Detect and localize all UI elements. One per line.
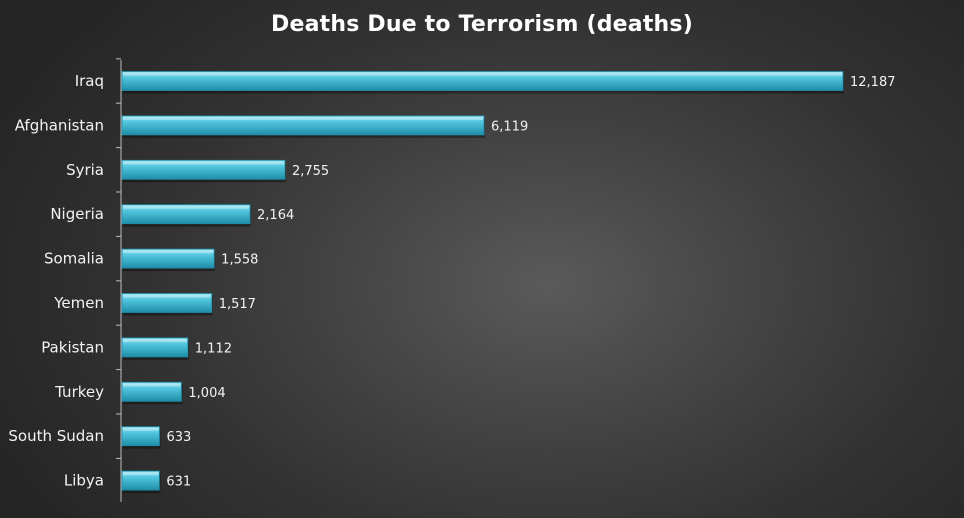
category-label: Somalia	[44, 250, 104, 268]
data-label: 1,517	[219, 297, 256, 312]
data-label: 1,112	[195, 341, 232, 356]
category-label: Libya	[64, 472, 104, 490]
category-label: Turkey	[54, 383, 104, 401]
category-label: South Sudan	[8, 427, 104, 445]
bar-highlight	[123, 72, 842, 76]
bar	[121, 115, 485, 136]
bar	[121, 204, 251, 225]
data-label: 6,119	[491, 119, 528, 134]
bar	[121, 470, 160, 491]
data-label: 12,187	[850, 75, 896, 90]
bar	[121, 293, 213, 313]
data-label: 633	[166, 430, 191, 445]
bar	[121, 71, 844, 91]
bar-highlight	[123, 116, 484, 120]
category-label: Nigeria	[50, 205, 104, 223]
bar-highlight	[123, 427, 159, 431]
category-label: Afghanistan	[15, 116, 104, 134]
data-label: 2,755	[292, 164, 329, 179]
bar-highlight	[123, 161, 284, 165]
bar	[121, 337, 189, 358]
chart-title: Deaths Due to Terrorism (deaths)	[271, 12, 693, 37]
data-label: 631	[166, 475, 191, 490]
category-label: Syria	[66, 161, 104, 179]
data-label: 1,558	[221, 253, 258, 268]
bar	[121, 159, 286, 180]
category-label: Yemen	[53, 294, 104, 312]
category-label: Pakistan	[41, 338, 104, 356]
bar-highlight	[123, 472, 159, 476]
bar-highlight	[123, 338, 187, 342]
bar-highlight	[123, 250, 214, 254]
data-label: 2,164	[257, 208, 294, 223]
bar	[121, 426, 160, 447]
bar-highlight	[123, 205, 250, 209]
bar	[121, 248, 215, 269]
bar-highlight	[123, 383, 181, 387]
bar	[121, 381, 182, 402]
bar-highlight	[123, 294, 211, 298]
category-label: Iraq	[75, 72, 104, 90]
data-label: 1,004	[188, 386, 225, 401]
